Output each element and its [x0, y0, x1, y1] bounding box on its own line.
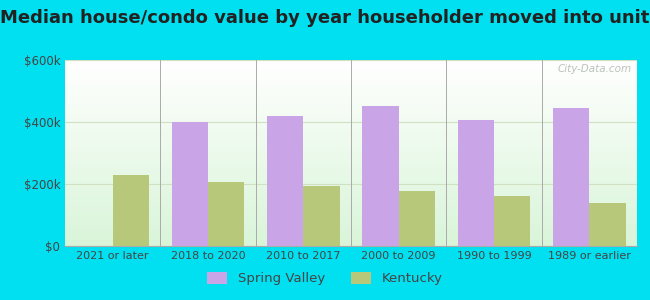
Bar — [553, 108, 590, 246]
Bar — [458, 119, 494, 246]
Text: Median house/condo value by year householder moved into unit: Median house/condo value by year househo… — [0, 9, 650, 27]
Bar — [267, 116, 304, 246]
Bar — [363, 106, 398, 246]
Bar — [304, 186, 339, 246]
Bar — [208, 182, 244, 246]
Bar — [494, 196, 530, 246]
Legend: Spring Valley, Kentucky: Spring Valley, Kentucky — [202, 266, 448, 290]
Bar — [172, 122, 208, 246]
Text: City-Data.com: City-Data.com — [557, 64, 631, 74]
Bar — [398, 191, 435, 246]
Bar — [112, 175, 149, 246]
Bar — [590, 202, 625, 246]
